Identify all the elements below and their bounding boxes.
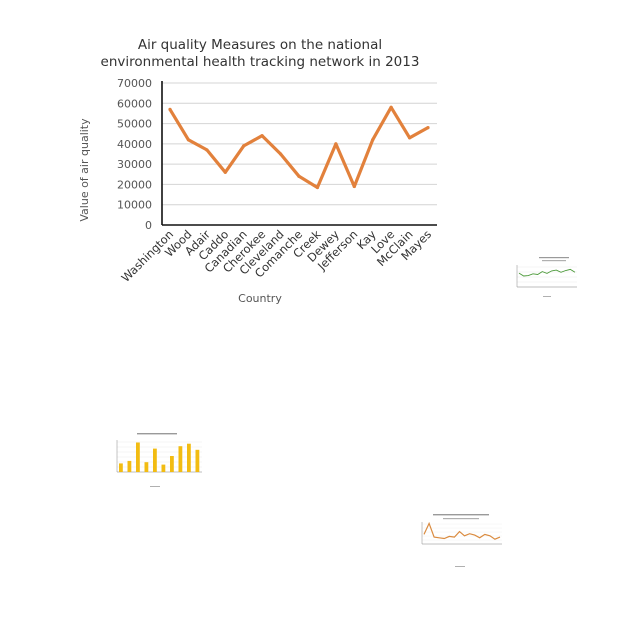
data-point (407, 136, 412, 140)
y-axis-label: Value of air quality (78, 118, 91, 222)
data-point (186, 138, 191, 142)
chart-title-line-2: environmental health tracking network in… (101, 54, 420, 70)
thumbnail-bars (119, 442, 200, 472)
data-point (242, 144, 246, 148)
y-tick-label: 30000 (117, 158, 152, 171)
thumbnail-bar (195, 449, 200, 472)
data-point (278, 152, 283, 156)
thumbnail-bar-chart-yellow (105, 428, 205, 490)
y-tick-label: 0 (145, 219, 152, 232)
chart-title-line-1: Air quality Measures on the national (138, 37, 382, 53)
data-point (389, 105, 393, 109)
thumbnail-series-line (423, 521, 501, 540)
thumbnail-bar (119, 463, 123, 472)
y-tick-label: 70000 (117, 77, 152, 90)
data-point (334, 142, 338, 146)
thumbnail-series-line (518, 268, 576, 277)
thumbnail-axis-label-bar (150, 486, 160, 487)
thumbnail-line-chart-orange (408, 510, 506, 572)
y-tick-label: 50000 (117, 118, 152, 131)
y-tick-label: 10000 (117, 199, 152, 212)
y-tick-label: 20000 (117, 178, 152, 191)
y-tick-label: 60000 (117, 97, 152, 110)
thumbnail-bar (161, 464, 166, 472)
thumbnail-bar (170, 456, 174, 472)
thumbnail-background (408, 510, 506, 572)
y-axis-ticks: 0 10000 20000 30000 40000 50000 60000 70000 (117, 77, 152, 232)
thumbnail-subtitle-bar (443, 518, 479, 520)
grid-lines (162, 82, 437, 206)
thumbnail-title-bar (137, 433, 177, 435)
data-point (371, 138, 375, 142)
thumbnail-bar (153, 448, 157, 472)
thumbnail-bar (136, 442, 140, 472)
x-axis-ticks: WashingtonWoodAdairCaddoCanadianCherokee… (118, 227, 434, 285)
thumbnail-bar (144, 462, 149, 472)
data-point (426, 126, 430, 130)
thumbnail-title-bar (433, 514, 489, 516)
thumbnail-bar (127, 460, 132, 472)
y-tick-label: 40000 (117, 138, 152, 151)
thumbnail-bar (178, 446, 183, 472)
data-point (205, 148, 209, 152)
thumbnail-bar (187, 443, 191, 472)
thumbnail-axis-label-bar (455, 566, 465, 567)
thumbnail-subtitle-bar (542, 260, 566, 262)
thumbnail-background (509, 253, 581, 303)
main-line-chart: Air quality Measures on the national env… (78, 37, 437, 305)
thumbnail-title-bar (539, 257, 569, 259)
data-point (223, 170, 227, 174)
data-point (260, 134, 264, 138)
thumbnail-line-chart-green (509, 253, 581, 303)
data-point (352, 184, 356, 189)
data-point (297, 174, 301, 178)
data-point (168, 107, 172, 111)
x-axis-label: Country (238, 292, 282, 305)
data-point (315, 185, 320, 190)
